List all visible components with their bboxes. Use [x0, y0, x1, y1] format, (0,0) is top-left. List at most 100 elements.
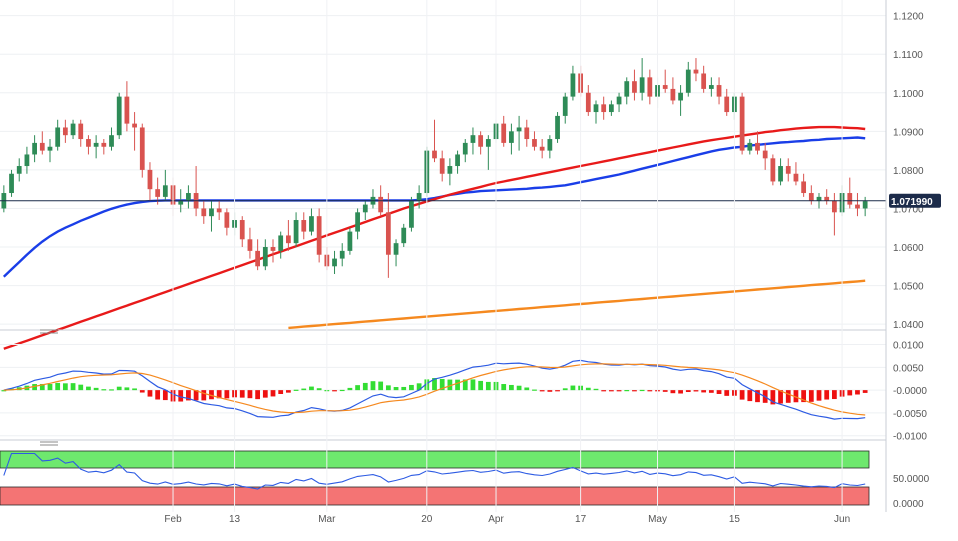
macd-histogram-bar [393, 387, 399, 391]
candle-body [585, 92, 591, 113]
candle [86, 135, 91, 155]
candle-body [532, 139, 537, 147]
candle [832, 193, 837, 236]
candle-body [78, 123, 84, 140]
candle-body [385, 212, 391, 255]
moving-average-lines [2, 125, 866, 350]
macd-histogram-bar [178, 390, 184, 402]
candle-body [16, 166, 22, 174]
candle-body [647, 77, 653, 97]
candle [478, 131, 484, 155]
macd-histogram-bar [109, 389, 114, 391]
candle [301, 212, 307, 240]
macd-histogram-bar [862, 390, 868, 393]
macd-histogram-bar [562, 388, 568, 391]
macd-histogram-bar [332, 390, 337, 392]
candle-body [816, 196, 822, 201]
macd-histogram-bar [86, 386, 91, 391]
candle-body [801, 181, 807, 194]
candle [585, 85, 591, 116]
candle-body [347, 231, 353, 251]
macd-histogram-bar [547, 390, 553, 392]
candle [724, 88, 730, 116]
candle-body [693, 69, 699, 74]
macd-histogram-bar [524, 387, 530, 391]
candle [632, 69, 637, 101]
macd-histogram-bar [139, 390, 145, 393]
panel-resize-handle[interactable] [40, 441, 58, 446]
candle-body [793, 173, 799, 182]
macd-histogram-bar [316, 388, 322, 391]
candle [785, 158, 791, 182]
panel-resize-handle[interactable] [40, 329, 58, 334]
candle-body [639, 77, 645, 93]
time-tick-label: 17 [575, 514, 587, 525]
candle [670, 77, 676, 105]
candle-body [824, 196, 830, 201]
candle-body [685, 69, 691, 93]
macd-histogram-bar [708, 390, 714, 393]
candle-body [378, 196, 384, 213]
macd-histogram-bar [485, 381, 491, 391]
macd-histogram-bar [301, 388, 307, 391]
candle-body [747, 142, 753, 151]
macd-histogram-bar [570, 385, 576, 391]
candle-body [124, 96, 130, 124]
candle [509, 123, 514, 155]
candle [432, 119, 437, 163]
candle [293, 212, 299, 248]
candle [824, 189, 830, 205]
macd-signal-line [3, 363, 866, 416]
candle [155, 177, 161, 205]
candle [539, 139, 545, 159]
price-gridlines [0, 15, 886, 325]
candle-body [470, 135, 476, 143]
macd-histogram-bar [432, 378, 437, 391]
macd-histogram-bar [832, 390, 837, 400]
time-tick-label: Jun [834, 514, 850, 525]
candle-body [401, 227, 407, 244]
macd-histogram-bar [278, 390, 284, 394]
candle-body [286, 235, 291, 244]
candle [147, 162, 153, 201]
candle [32, 135, 37, 163]
candle-body [708, 85, 714, 89]
candle [124, 81, 130, 132]
candle [701, 65, 707, 93]
candle-body [309, 216, 314, 232]
macd-histogram-bar [416, 383, 422, 391]
macd-tick-label: 0.0050 [893, 363, 924, 374]
candle-body [478, 135, 484, 147]
candle-body [32, 142, 37, 155]
candle-body [785, 166, 791, 174]
candle [224, 208, 230, 236]
candle [286, 220, 291, 251]
candle [332, 250, 337, 275]
candle [470, 127, 476, 155]
macd-histogram-bar [601, 390, 607, 392]
candle-body [293, 220, 299, 244]
candle-body [93, 142, 99, 147]
macd-histogram-bar [716, 390, 722, 394]
candle-body [570, 73, 576, 97]
macd-histogram-bar [585, 387, 591, 391]
last-price-label: 1.071990 [891, 197, 933, 208]
candle-body [355, 212, 360, 232]
candle-body [186, 193, 191, 201]
macd-histogram-bar [685, 390, 691, 393]
macd-histogram-bar [55, 382, 61, 391]
macd-histogram-bar [439, 378, 445, 391]
candle [501, 115, 507, 147]
candle [409, 196, 414, 232]
candle [162, 169, 168, 201]
time-tick-label: Feb [164, 514, 182, 525]
candle-body [55, 127, 61, 147]
candle [247, 227, 253, 259]
macd-histogram-bar [339, 389, 345, 392]
macd-axis: 0.0100 0.0050 -0.0000 -0.0050 -0.0100 [893, 341, 927, 443]
candle-body [716, 85, 722, 97]
candle [132, 112, 137, 151]
candle [416, 185, 422, 209]
candle [562, 92, 568, 124]
